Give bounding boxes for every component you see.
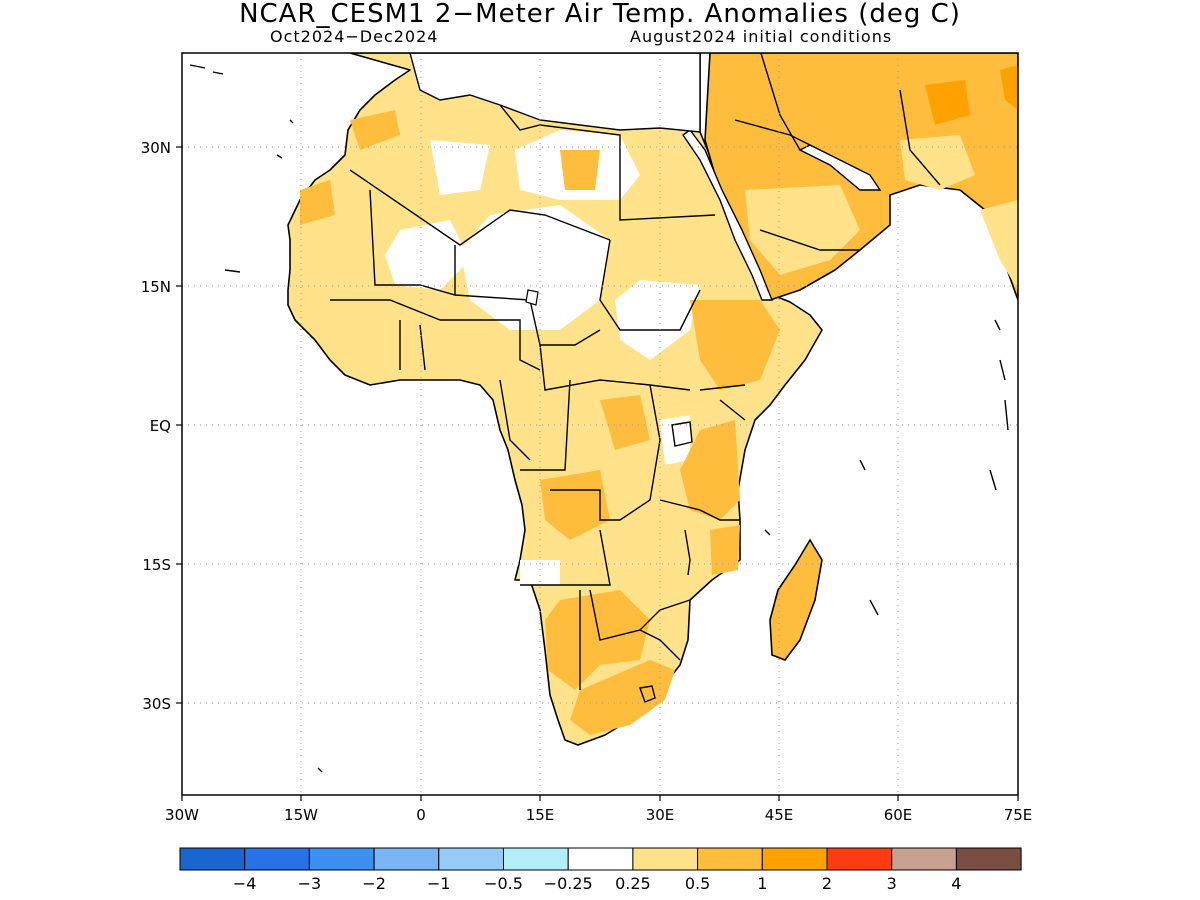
map-area [189, 53, 1018, 773]
colorbar-label: −0.5 [484, 874, 523, 893]
colorbar-swatch [567, 847, 634, 871]
colorbar-label: 2 [822, 874, 832, 893]
lon-label-75e: 75E [1004, 806, 1033, 824]
lat-label-eq: EQ [150, 417, 171, 435]
lat-label-15n: 15N [141, 278, 171, 296]
map-gridlines [182, 53, 1018, 795]
moderate-warm-patches [300, 110, 780, 735]
lon-label-15e: 15E [526, 806, 555, 824]
colorbar-swatch [373, 847, 440, 871]
colorbar-label: 0.5 [685, 874, 710, 893]
colorbar-swatch [891, 847, 957, 871]
map-title: NCAR_CESM1 2−Meter Air Temp. Anomalies (… [239, 0, 961, 29]
colorbar-label: −3 [298, 874, 322, 893]
colorbar-label: −1 [427, 874, 451, 893]
colorbar-label: −2 [362, 874, 386, 893]
mediterranean [409, 53, 701, 133]
colorbar-swatch [826, 847, 893, 871]
colorbar-swatch [632, 847, 699, 871]
lon-label-60e: 60E [884, 806, 913, 824]
colorbar-swatch [761, 847, 828, 871]
colorbar-swatch [697, 847, 763, 871]
colorbar-swatch [308, 847, 375, 871]
lon-labels: 30W 15W 0 15E 30E 45E 60E 75E [165, 806, 1032, 824]
tick-marks [176, 146, 1019, 801]
colorbar-labels: −4 −3 −2 −1 −0.5 −0.25 0.25 0.5 1 2 3 4 [233, 874, 962, 893]
lat-label-30n: 30N [141, 139, 171, 157]
colorbar-label: 4 [951, 874, 961, 893]
lon-label-0: 0 [416, 806, 426, 824]
arabia-mild-patches [745, 135, 1018, 290]
forecast-period: Oct2024−Dec2024 [270, 27, 439, 46]
lon-label-15w: 15W [284, 806, 318, 824]
lat-label-30s: 30S [142, 695, 171, 713]
lat-label-15s: 15S [142, 556, 171, 574]
colorbar-label: 0.25 [615, 874, 651, 893]
plot-frame [181, 52, 1019, 796]
lat-labels: 30N 15N EQ 15S 30S [141, 139, 171, 713]
colorbar-label: 1 [757, 874, 767, 893]
lon-label-30w: 30W [165, 806, 199, 824]
colorbar-swatch [179, 847, 246, 871]
colorbar-swatch [244, 847, 310, 871]
red-sea [682, 129, 774, 301]
lesotho [639, 685, 656, 703]
madagascar [769, 538, 823, 661]
colorbar-swatch [955, 847, 1022, 871]
colorbar-swatch [503, 847, 569, 871]
lake-victoria [671, 421, 693, 447]
lon-label-30e: 30E [646, 806, 675, 824]
country-borders [330, 53, 941, 690]
lake-malawi [684, 529, 691, 576]
lake-chad [525, 289, 539, 306]
colorbar-swatch [438, 847, 504, 871]
islands [189, 64, 1009, 773]
lon-label-45e: 45E [765, 806, 794, 824]
initial-conditions: August2024 initial conditions [630, 27, 893, 46]
strong-warm-patches [925, 65, 1018, 125]
colorbar-label: 3 [887, 874, 897, 893]
colorbar [179, 847, 1022, 871]
colorbar-label: −0.25 [544, 874, 593, 893]
colorbar-label: −4 [233, 874, 257, 893]
